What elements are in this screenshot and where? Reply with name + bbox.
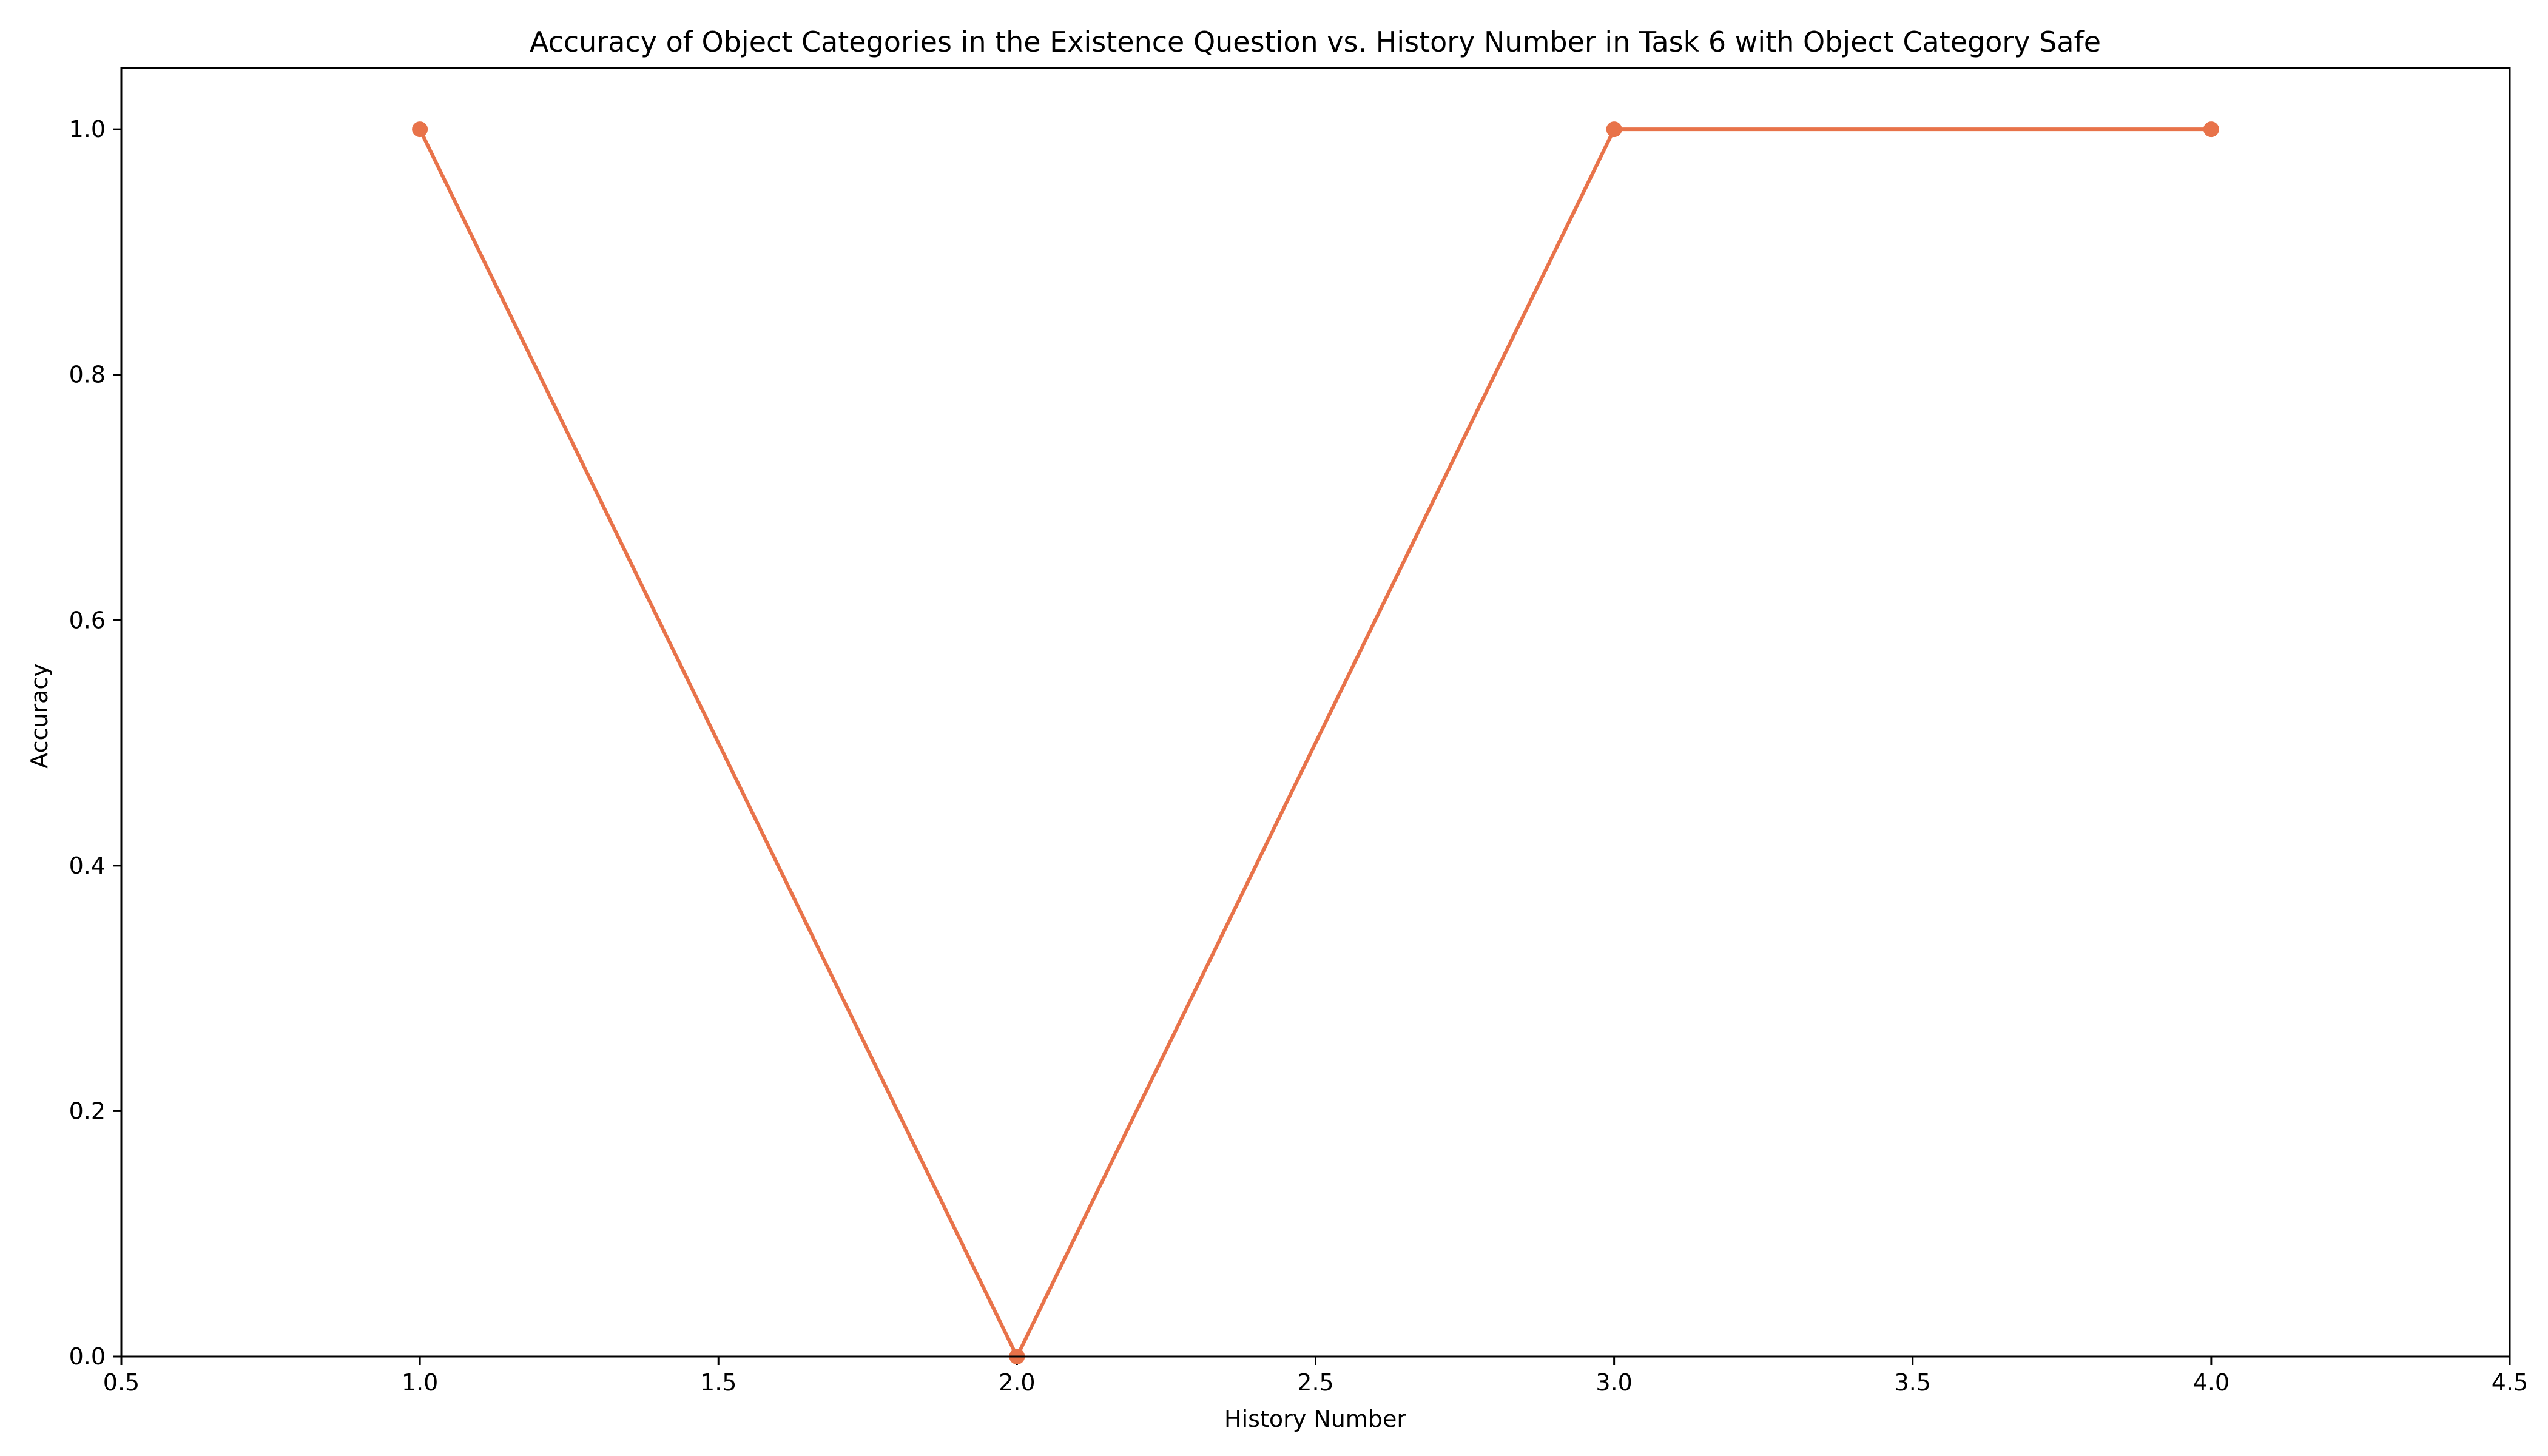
x-tick-label: 2.0	[999, 1369, 1035, 1396]
y-tick-label: 0.8	[69, 362, 106, 388]
x-tick-label: 1.0	[402, 1369, 438, 1396]
x-tick-label: 4.0	[2193, 1369, 2230, 1396]
x-tick-label: 3.5	[1895, 1369, 1931, 1396]
y-tick-label: 0.0	[69, 1343, 106, 1370]
data-point	[412, 121, 428, 138]
x-tick-label: 1.5	[700, 1369, 736, 1396]
y-tick-label: 0.2	[69, 1097, 106, 1124]
x-tick-label: 4.5	[2492, 1369, 2528, 1396]
x-tick-label: 2.5	[1297, 1369, 1333, 1396]
x-axis-ticks: 0.5 1.0 1.5 2.0 2.5 3.0 3.5 4.0 4.5	[103, 1357, 2528, 1396]
y-tick-label: 0.4	[69, 852, 106, 879]
plot-series	[412, 121, 2219, 1364]
x-tick-label: 0.5	[103, 1369, 140, 1396]
data-point	[1606, 121, 1622, 138]
y-tick-label: 0.6	[69, 607, 106, 633]
y-axis-label: Accuracy	[26, 663, 53, 769]
x-tick-label: 3.0	[1596, 1369, 1632, 1396]
data-point	[2203, 121, 2219, 138]
series-line	[418, 127, 2211, 1358]
chart-title: Accuracy of Object Categories in the Exi…	[530, 25, 2101, 58]
y-tick-label: 1.0	[69, 116, 106, 143]
y-axis-ticks: 0.0 0.2 0.4 0.6 0.8 1.0	[69, 116, 121, 1370]
x-axis-label: History Number	[1224, 1406, 1406, 1432]
plot-area-frame	[120, 67, 2511, 1358]
